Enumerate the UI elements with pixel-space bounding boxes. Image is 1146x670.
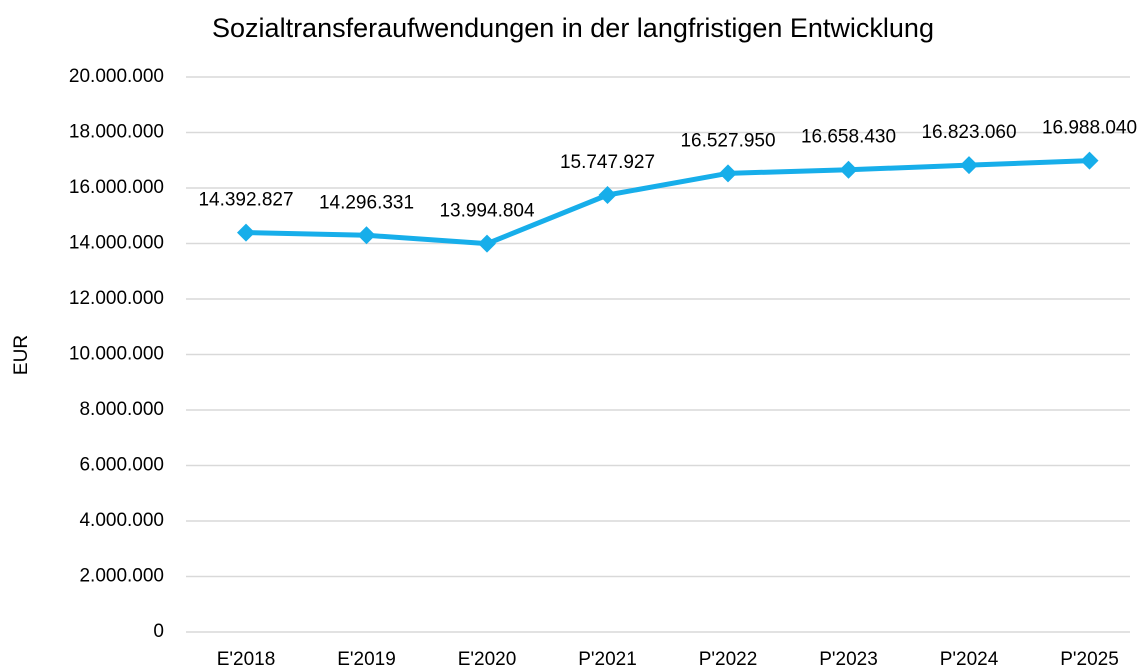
data-label: 14.296.331 (319, 192, 414, 213)
y-tick-label: 2.000.000 (79, 566, 164, 587)
y-tick-label: 18.000.000 (69, 122, 164, 143)
y-tick-label: 6.000.000 (79, 455, 164, 476)
x-tick-label: E'2019 (337, 649, 396, 670)
marker (839, 160, 858, 179)
x-tick-label: P'2025 (1060, 649, 1119, 670)
y-axis-label: EUR (11, 335, 32, 375)
y-tick-label: 8.000.000 (79, 399, 164, 420)
data-label: 16.988.040 (1042, 118, 1137, 139)
y-tick-label: 12.000.000 (69, 288, 164, 309)
y-tick-label: 0 (153, 621, 164, 642)
x-tick-label: P'2021 (578, 649, 637, 670)
x-tick-label: E'2020 (458, 649, 517, 670)
data-label: 15.747.927 (560, 152, 655, 173)
x-tick-label: P'2022 (699, 649, 758, 670)
data-label: 16.823.060 (921, 122, 1016, 143)
marker (357, 226, 376, 245)
y-tick-label: 10.000.000 (69, 344, 164, 365)
y-tick-label: 20.000.000 (69, 66, 164, 87)
data-label: 16.527.950 (680, 130, 775, 151)
x-tick-label: P'2024 (940, 649, 999, 670)
x-tick-label: P'2023 (819, 649, 878, 670)
y-tick-label: 16.000.000 (69, 177, 164, 198)
data-label: 14.392.827 (198, 190, 293, 211)
y-tick-label: 4.000.000 (79, 510, 164, 531)
marker (719, 164, 737, 183)
marker (598, 185, 617, 204)
data-label: 13.994.804 (439, 201, 535, 222)
marker (237, 223, 255, 242)
chart-title: Sozialtransferaufwendungen in der langfr… (212, 13, 934, 43)
marker (960, 156, 978, 175)
x-tick-label: E'2018 (217, 649, 276, 670)
marker (478, 234, 496, 253)
y-tick-label: 14.000.000 (69, 233, 164, 254)
marker (1080, 151, 1099, 170)
data-label: 16.658.430 (801, 127, 896, 148)
line (245, 158, 1090, 247)
